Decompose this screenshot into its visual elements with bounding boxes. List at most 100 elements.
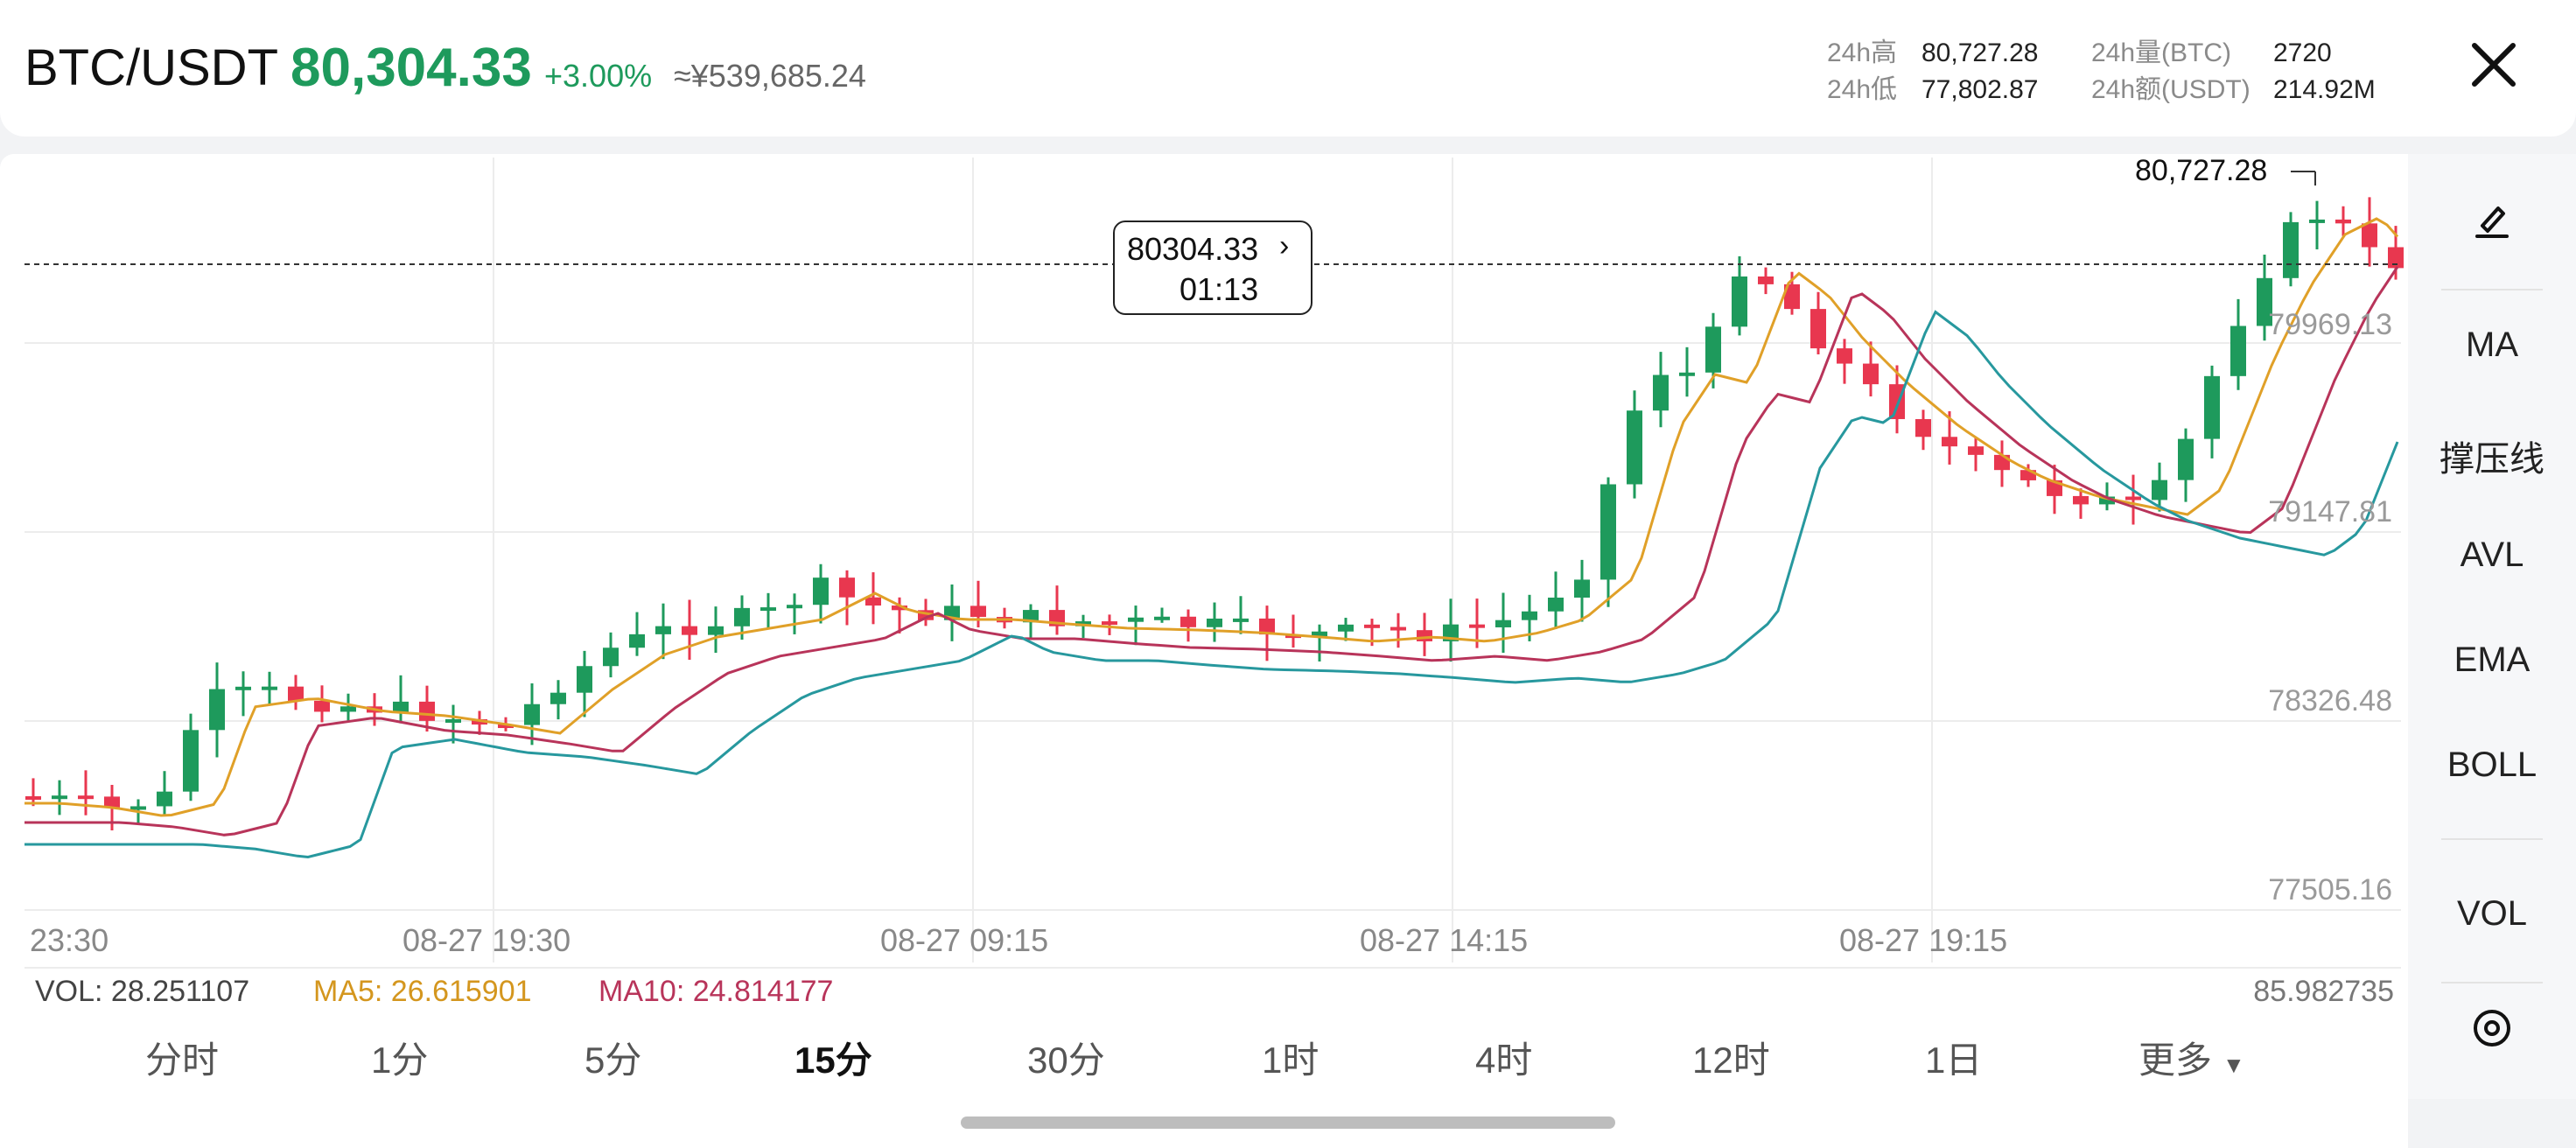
candle-body: [682, 626, 697, 635]
candle-body: [1942, 437, 1957, 447]
tab-1m[interactable]: 1分: [371, 1040, 429, 1081]
candle-body: [734, 607, 750, 626]
candle-body: [918, 610, 934, 620]
candle-body: [157, 791, 172, 807]
candle-body: [130, 806, 146, 810]
volume-value: VOL: 28.251107: [35, 975, 250, 1008]
candle-body: [970, 606, 986, 618]
low-label: 24h低: [1827, 75, 1898, 104]
tab-1d[interactable]: 1日: [1925, 1040, 1983, 1081]
time-axis-label-1: 23:30: [30, 922, 109, 958]
indicator-avl[interactable]: AVL: [2460, 536, 2524, 574]
time-axis-label-4: 08-27 14:15: [1360, 922, 1529, 958]
volume-btc-label: 24h量(BTC): [2091, 38, 2232, 67]
candle-body: [1679, 372, 1695, 376]
low-value: 77,802.87: [1922, 75, 2039, 104]
candle-body: [2178, 438, 2194, 480]
candle-body: [839, 578, 855, 598]
candle-body: [2125, 496, 2141, 500]
indicator-support-resistance[interactable]: 撑压线: [2440, 440, 2544, 479]
candle-body: [1784, 284, 1800, 310]
price-axis-label-2: 79147.81: [2268, 495, 2392, 528]
candle-body: [1180, 616, 1196, 627]
candle-body: [1154, 616, 1170, 620]
side-divider: [2441, 838, 2543, 840]
indicator-side-panel: MA 撑压线 AVL EMA BOLL VOL: [2408, 154, 2576, 1099]
price-axis-label-4: 77505.16: [2268, 873, 2392, 906]
candle-body: [2020, 470, 2036, 480]
tab-more[interactable]: 更多 ▼: [2138, 1031, 2245, 1084]
candle-body: [1574, 579, 1590, 598]
candle-body: [1968, 446, 1984, 455]
indicator-ema[interactable]: EMA: [2454, 640, 2530, 679]
candle-body: [603, 648, 619, 667]
ma-line-mid: [24, 266, 2399, 836]
tab-5m[interactable]: 5分: [584, 1040, 642, 1081]
candle-body: [2073, 495, 2089, 505]
candlestick-chart[interactable]: [0, 154, 2408, 1029]
candle-body: [1705, 326, 1721, 373]
scroll-handle[interactable]: [961, 1116, 1615, 1129]
candle-body: [2230, 326, 2246, 376]
tab-1h[interactable]: 1时: [1262, 1040, 1320, 1081]
candle-body: [813, 578, 829, 606]
pen-icon[interactable]: [2408, 198, 2576, 250]
tab-12h[interactable]: 12时: [1692, 1040, 1770, 1081]
candle-body: [498, 724, 514, 729]
stats-labels-1: 24h高 24h低: [1827, 35, 1897, 108]
candle-body: [1312, 631, 1327, 637]
candle-body: [1128, 617, 1144, 622]
time-axis-label-2: 08-27 19:30: [402, 922, 571, 958]
tab-4h[interactable]: 4时: [1475, 1040, 1533, 1081]
candle-body: [760, 607, 776, 612]
current-price-tooltip[interactable]: 80304.33 01:13 ›: [1113, 220, 1312, 315]
candle-body: [209, 689, 225, 731]
stats-values-2: 2720 214.92M: [2273, 35, 2376, 108]
indicator-vol[interactable]: VOL: [2456, 894, 2528, 933]
tab-15m[interactable]: 15分: [794, 1040, 872, 1081]
volume-usdt-value: 214.92M: [2273, 75, 2376, 104]
candle-body: [1758, 276, 1774, 284]
candle-body: [472, 718, 487, 725]
candle-body: [25, 796, 41, 800]
tooltip-price: 80304.33: [1127, 231, 1259, 267]
candle-body: [1837, 348, 1852, 364]
candle-body: [1522, 611, 1537, 620]
indicator-boll[interactable]: BOLL: [2446, 746, 2538, 784]
candle-body: [78, 795, 94, 800]
candle-body: [1233, 618, 1249, 622]
target-icon[interactable]: [2408, 1006, 2576, 1059]
candle-body: [1207, 618, 1222, 627]
indicator-ma[interactable]: MA: [2466, 326, 2518, 364]
cny-price: ≈¥539,685.24: [674, 58, 866, 94]
candle-body: [708, 626, 724, 635]
stats-labels-2: 24h量(BTC) 24h额(USDT): [2091, 35, 2250, 108]
volume-ma10: MA10: 24.814177: [598, 975, 834, 1008]
ma-line-short: [24, 217, 2399, 817]
interval-tabs: 分时 1分 5分 15分 30分 1时 4时 12时 1日 更多 ▼: [0, 1031, 2408, 1092]
close-icon[interactable]: [2466, 37, 2522, 93]
candle-body: [892, 606, 907, 611]
candle-body: [2283, 221, 2299, 278]
candle-body: [550, 692, 566, 704]
candle-body: [1338, 624, 1354, 632]
candle-body: [104, 796, 120, 808]
volume-usdt-label: 24h额(USDT): [2091, 75, 2250, 104]
candle-body: [629, 634, 645, 648]
candle-body: [393, 701, 409, 713]
caret-down-icon: ▼: [2222, 1052, 2245, 1078]
candle-body: [52, 795, 67, 800]
trading-pair[interactable]: BTC/USDT: [24, 39, 278, 96]
candle-body: [445, 718, 461, 723]
candle-body: [1810, 309, 1826, 349]
candle-body: [1259, 618, 1275, 635]
tab-timeshare[interactable]: 分时: [145, 1040, 220, 1081]
candle-body: [524, 704, 540, 725]
stats-values-1: 80,727.28 77,802.87: [1922, 35, 2038, 108]
candle-body: [183, 730, 199, 792]
candle-body: [1863, 363, 1879, 385]
candle-body: [1495, 620, 1511, 627]
tab-30m[interactable]: 30分: [1027, 1040, 1105, 1081]
ma-line-long: [24, 310, 2399, 859]
candle-body: [2204, 375, 2220, 439]
